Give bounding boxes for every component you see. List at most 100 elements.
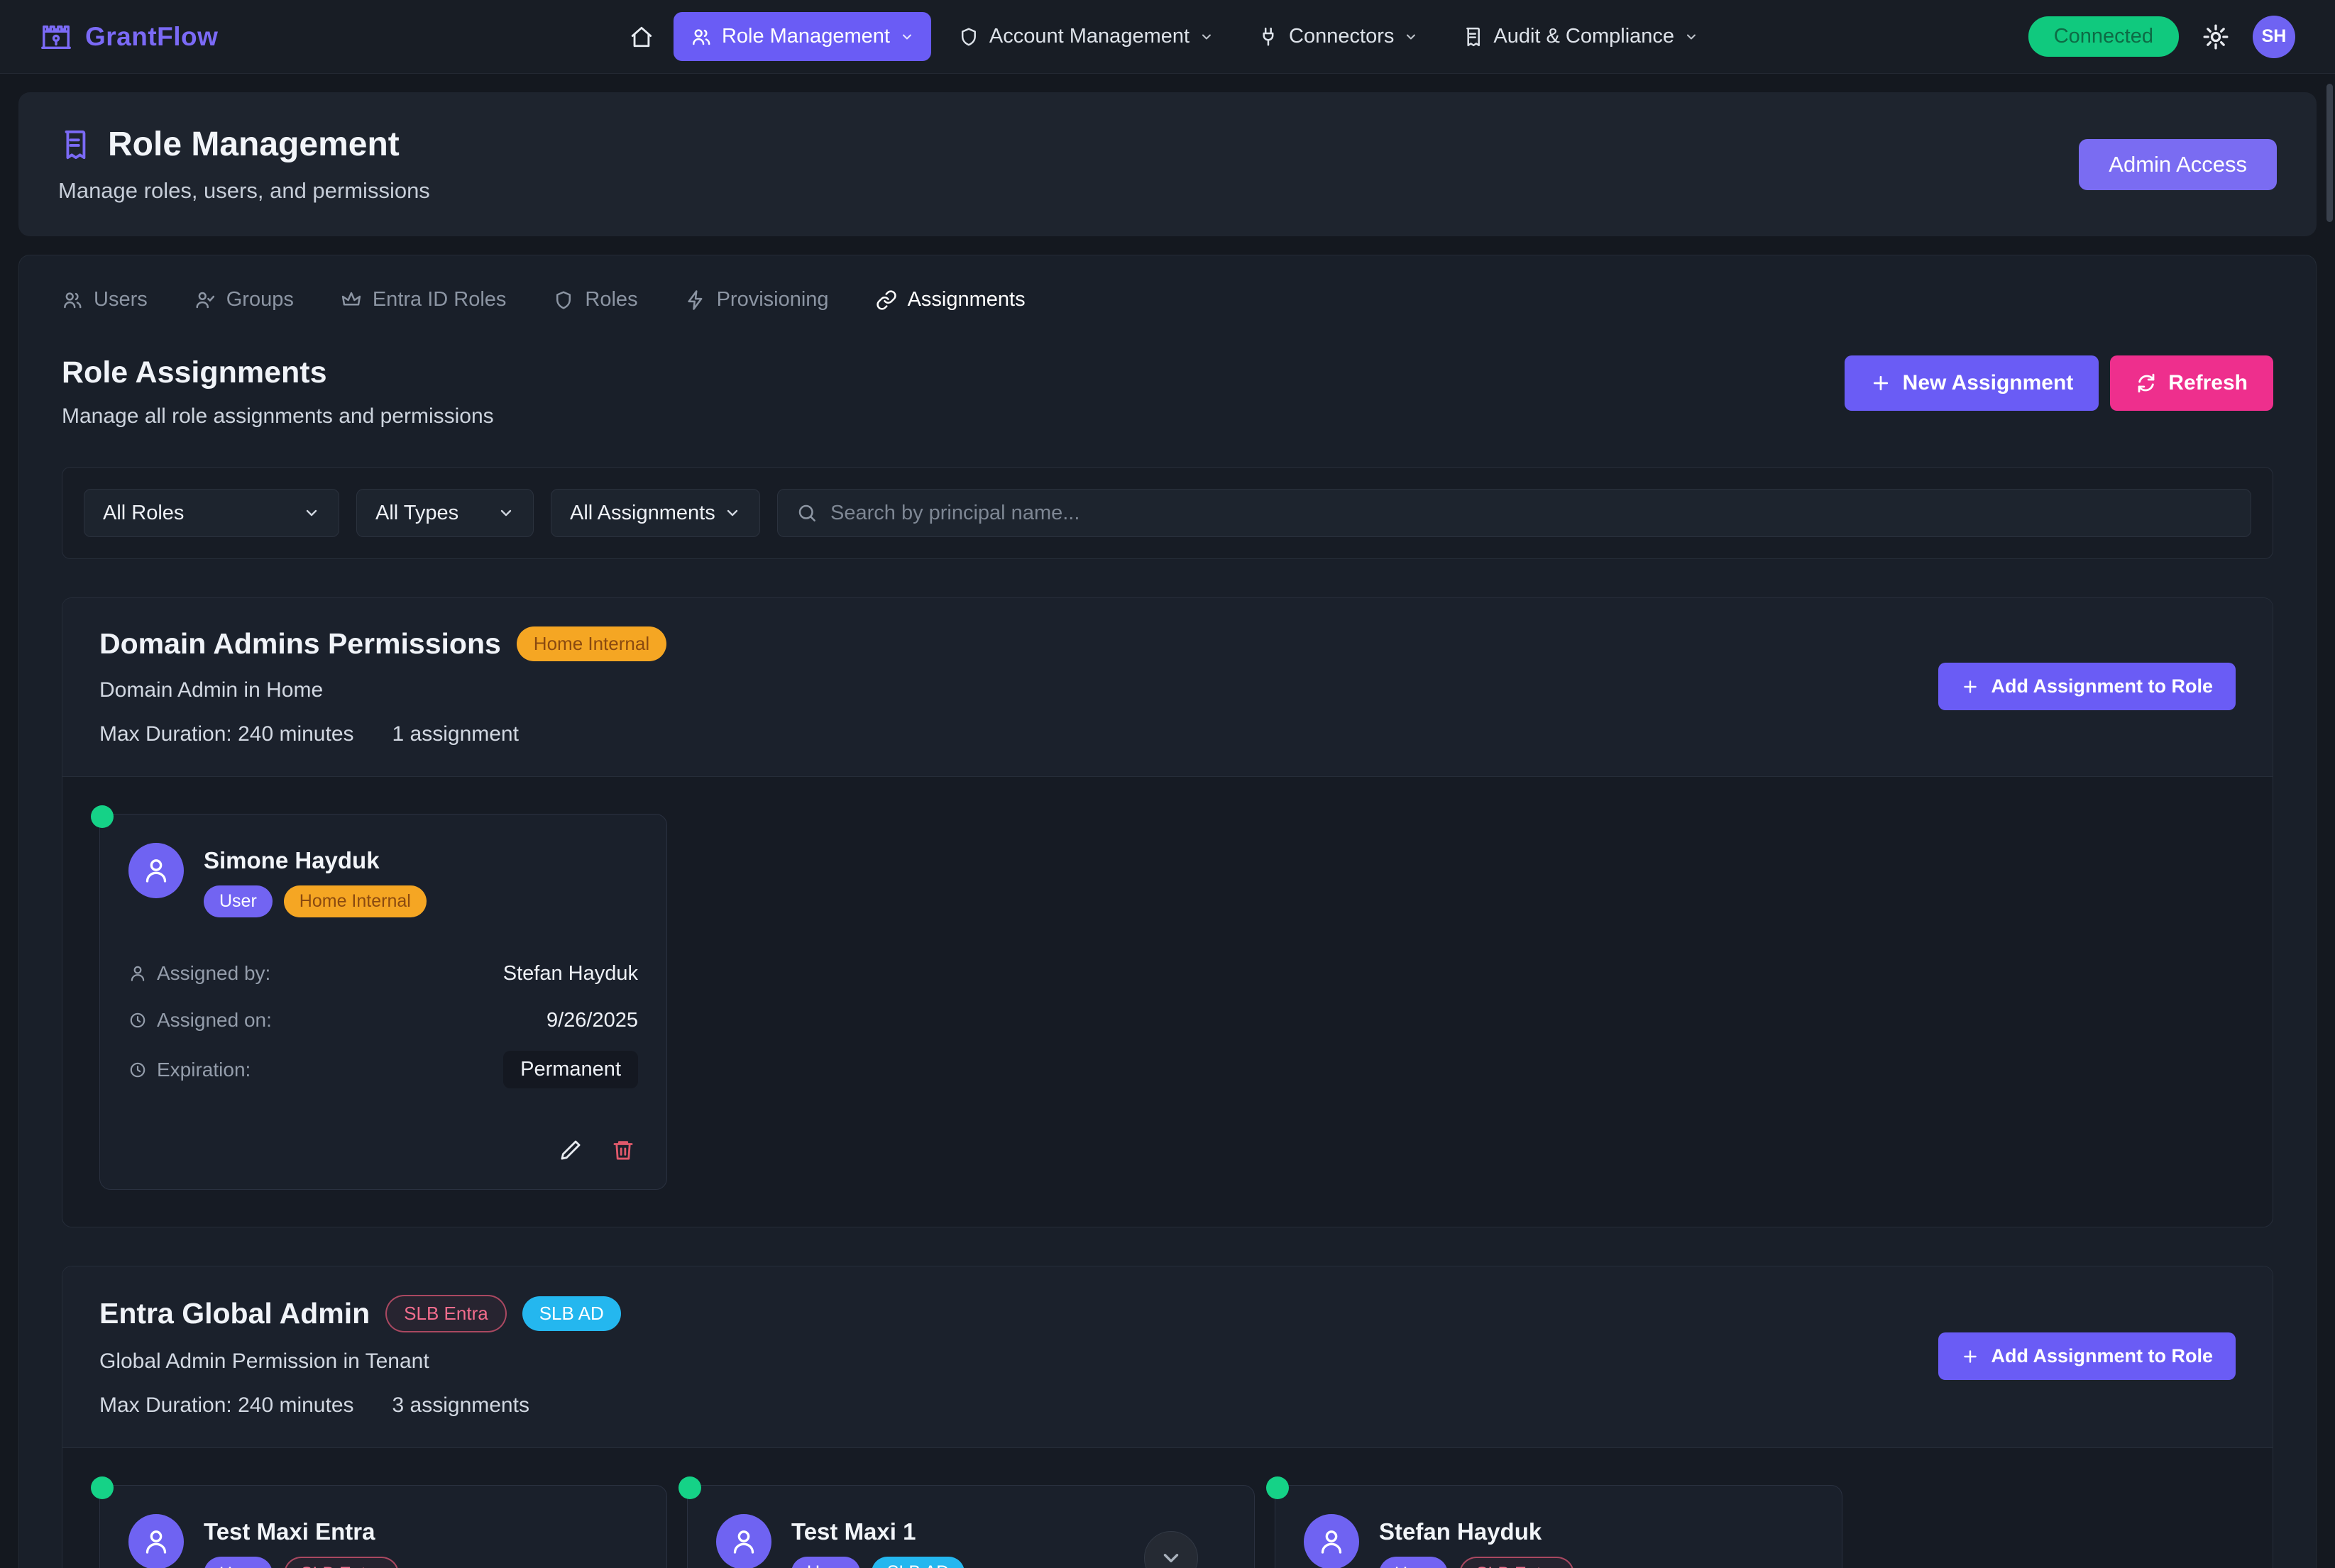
add-assignment-to-role-button[interactable]: Add Assignment to Role	[1938, 663, 2236, 710]
refresh-icon	[2136, 372, 2157, 394]
edit-assignment-button[interactable]	[556, 1135, 586, 1165]
source-badge: SLB Entra	[385, 1295, 507, 1332]
tab-roles[interactable]: Roles	[553, 288, 638, 311]
search-box	[777, 489, 2251, 537]
role-group-title: Entra Global Admin	[99, 1297, 370, 1330]
principal-avatar	[716, 1514, 771, 1568]
principal-type-badge: User	[1379, 1557, 1448, 1568]
plus-icon	[1961, 678, 1979, 696]
max-duration: Max Duration: 240 minutes	[99, 1393, 354, 1417]
active-status-dot	[1266, 1476, 1289, 1499]
tab-provisioning[interactable]: Provisioning	[685, 288, 829, 311]
clock-icon	[128, 1061, 147, 1079]
person-icon	[128, 964, 147, 983]
app-name: GrantFlow	[85, 21, 219, 51]
tab-users[interactable]: Users	[62, 288, 148, 311]
source-badge: SLB Entra	[1458, 1557, 1574, 1568]
nav-audit-compliance[interactable]: Audit & Compliance	[1445, 12, 1715, 61]
crown-icon	[341, 289, 362, 311]
scrollbar-thumb[interactable]	[2326, 84, 2333, 222]
role-group-entra-global-admin: Entra Global Admin SLB Entra SLB AD Glob…	[62, 1266, 2273, 1568]
role-group-header: Domain Admins Permissions Home Internal …	[62, 598, 2273, 777]
tab-bar: Users Groups Entra ID Roles Roles Provis…	[62, 288, 2273, 311]
principal-name: Test Maxi Entra	[204, 1518, 375, 1545]
connection-status-badge: Connected	[2028, 16, 2179, 57]
assignment-count: 3 assignments	[392, 1393, 529, 1417]
user-avatar[interactable]: SH	[2253, 15, 2295, 58]
role-group-title: Domain Admins Permissions	[99, 627, 501, 660]
tab-assignments[interactable]: Assignments	[876, 288, 1026, 311]
principal-avatar	[1304, 1514, 1359, 1568]
home-button[interactable]	[620, 15, 664, 59]
source-badge: Home Internal	[283, 885, 427, 917]
active-status-dot	[91, 805, 114, 828]
plus-icon	[1961, 1347, 1979, 1366]
principal-avatar	[128, 843, 184, 898]
search-input[interactable]	[830, 501, 2232, 525]
assignment-card: Stefan Hayduk User SLB Entra Assigned by…	[1266, 1476, 1842, 1568]
refresh-button[interactable]: Refresh	[2110, 355, 2273, 411]
page-subtitle: Manage roles, users, and permissions	[58, 178, 430, 203]
page-title: Role Management	[108, 126, 400, 163]
top-navbar: GrantFlow Role Management Account Manage…	[0, 0, 2335, 74]
role-management-icon	[58, 128, 91, 161]
new-assignment-button[interactable]: New Assignment	[1844, 355, 2099, 411]
plug-icon	[1258, 26, 1279, 48]
role-group-description: Domain Admin in Home	[99, 678, 324, 702]
principal-name: Simone Hayduk	[204, 847, 380, 873]
app-logo[interactable]: GrantFlow	[40, 21, 218, 53]
users-icon	[691, 26, 712, 48]
settings-button[interactable]	[2202, 23, 2230, 51]
add-assignment-to-role-button[interactable]: Add Assignment to Role	[1938, 1332, 2236, 1380]
main-panel: Users Groups Entra ID Roles Roles Provis…	[18, 255, 2317, 1568]
active-status-dot	[91, 1476, 114, 1499]
chevron-down-icon	[498, 504, 515, 521]
chevron-down-icon	[1199, 30, 1214, 44]
admin-access-badge[interactable]: Admin Access	[2079, 138, 2277, 190]
principal-avatar	[128, 1514, 184, 1568]
chevron-down-icon	[724, 504, 741, 521]
assignment-card: Simone Hayduk User Home Internal Assigne…	[91, 805, 667, 1190]
section-title: Role Assignments	[62, 355, 327, 390]
shield-icon	[958, 26, 979, 48]
page-header: Role Management Manage roles, users, and…	[18, 92, 2317, 236]
navbar-right: Connected SH	[2028, 15, 2295, 58]
role-group-header: Entra Global Admin SLB Entra SLB AD Glob…	[62, 1266, 2273, 1448]
max-duration: Max Duration: 240 minutes	[99, 722, 354, 746]
pencil-icon	[559, 1138, 583, 1162]
assigned-by-value: Stefan Hayduk	[502, 961, 638, 985]
tab-entra-id-roles[interactable]: Entra ID Roles	[341, 288, 506, 311]
lightning-icon	[685, 289, 706, 311]
source-badge: SLB AD	[522, 1296, 621, 1331]
source-badge: SLB AD	[871, 1557, 965, 1568]
role-group-domain-admins: Domain Admins Permissions Home Internal …	[62, 597, 2273, 1227]
role-group-description: Global Admin Permission in Tenant	[99, 1349, 429, 1373]
assignment-card: Test Maxi Entra User SLB Entra Assigned …	[91, 1476, 667, 1568]
nav-role-management[interactable]: Role Management	[673, 12, 931, 61]
plus-icon	[1870, 372, 1891, 394]
nav-connectors[interactable]: Connectors	[1241, 12, 1435, 61]
tab-groups[interactable]: Groups	[194, 288, 294, 311]
chevron-down-icon	[1404, 30, 1418, 44]
clock-icon	[128, 1011, 147, 1029]
principal-type-badge: User	[204, 885, 273, 917]
person-icon	[142, 856, 170, 885]
role-filter-select[interactable]: All Roles	[84, 489, 339, 537]
type-filter-select[interactable]: All Types	[356, 489, 534, 537]
assignment-filter-select[interactable]: All Assignments	[551, 489, 760, 537]
source-badge: Home Internal	[516, 626, 667, 661]
assignment-count: 1 assignment	[392, 722, 519, 746]
link-icon	[876, 289, 897, 311]
principal-name: Test Maxi 1	[791, 1518, 916, 1545]
filter-bar: All Roles All Types All Assignments	[62, 467, 2273, 559]
search-icon	[796, 502, 818, 524]
trash-icon	[611, 1138, 635, 1162]
chevron-down-icon	[1159, 1546, 1183, 1568]
person-icon	[730, 1528, 758, 1556]
chevron-down-icon	[900, 30, 914, 44]
nav-account-management[interactable]: Account Management	[941, 12, 1231, 61]
home-icon	[630, 25, 654, 49]
principal-type-badge: User	[791, 1557, 860, 1568]
assignments-section-header: Role Assignments Manage all role assignm…	[62, 355, 2273, 429]
delete-assignment-button[interactable]	[608, 1135, 638, 1165]
